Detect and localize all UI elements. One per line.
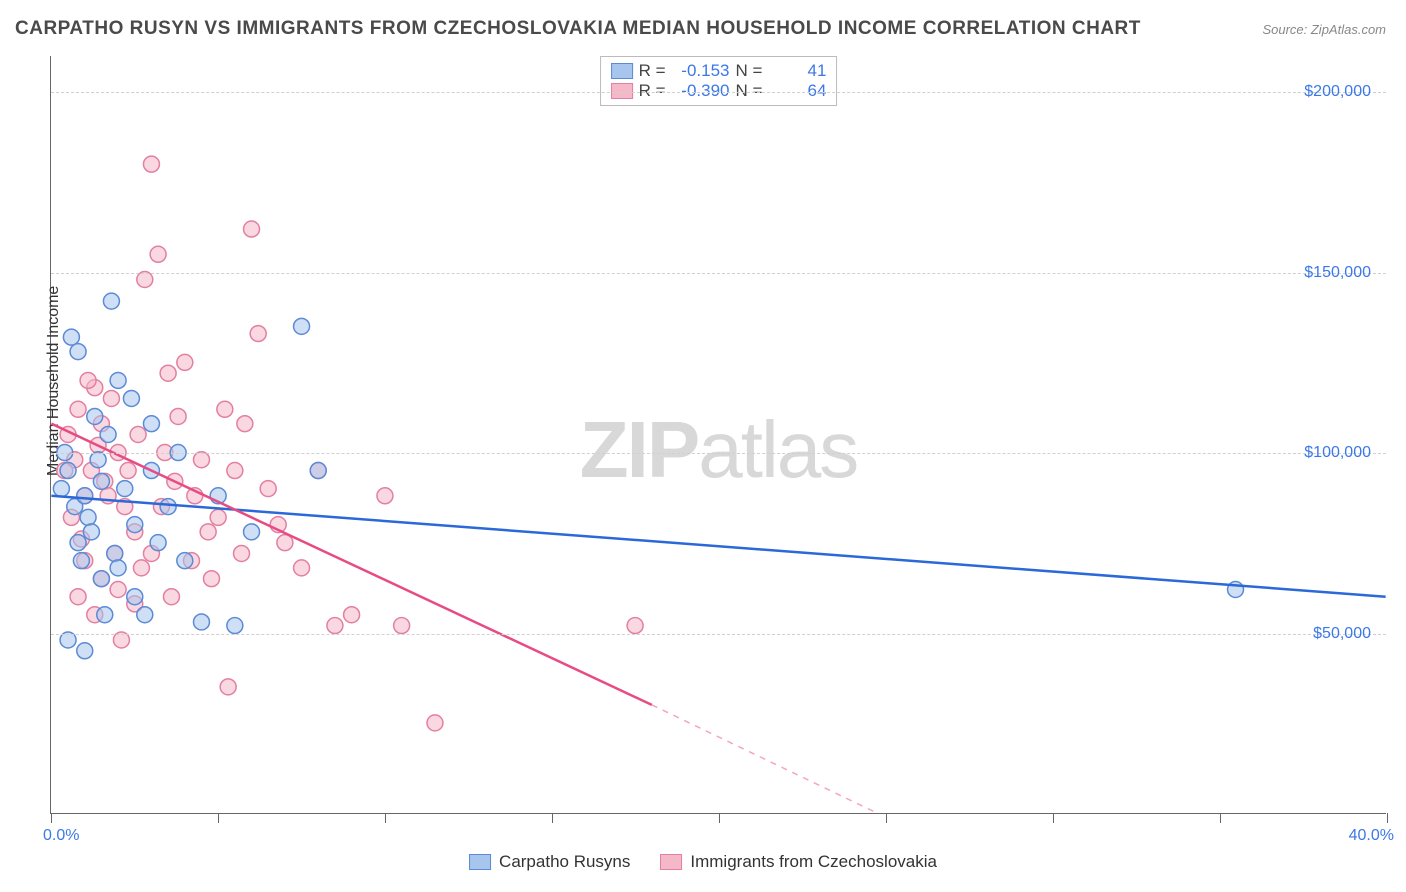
watermark: ZIPatlas — [580, 404, 857, 496]
x-label-left: 0.0% — [43, 827, 79, 845]
n-label-2: N = — [736, 81, 763, 101]
corr-row-2: R = -0.390 N = 64 — [611, 81, 827, 101]
r-label-2: R = — [639, 81, 666, 101]
legend-swatch-blue — [469, 854, 491, 870]
correlation-box: R = -0.153 N = 41 R = -0.390 N = 64 — [600, 56, 838, 106]
swatch-blue — [611, 63, 633, 79]
n-value-2: 64 — [768, 81, 826, 101]
watermark-bold: ZIP — [580, 405, 698, 494]
r-label-1: R = — [639, 61, 666, 81]
n-value-1: 41 — [768, 61, 826, 81]
r-value-2: -0.390 — [672, 81, 730, 101]
y-tick-label: $200,000 — [1304, 83, 1371, 101]
legend-item-pink: Immigrants from Czechoslovakia — [660, 852, 937, 872]
chart-title: CARPATHO RUSYN VS IMMIGRANTS FROM CZECHO… — [15, 18, 1141, 40]
swatch-pink — [611, 83, 633, 99]
source-attribution: Source: ZipAtlas.com — [1262, 22, 1386, 37]
n-label-1: N = — [736, 61, 763, 81]
plot-area: Median Household Income ZIPatlas R = -0.… — [50, 56, 1386, 814]
watermark-light: atlas — [698, 405, 857, 494]
legend-swatch-pink — [660, 854, 682, 870]
plot-svg — [51, 56, 1386, 813]
legend-item-blue: Carpatho Rusyns — [469, 852, 630, 872]
legend-label-2: Immigrants from Czechoslovakia — [690, 852, 937, 872]
bottom-legend: Carpatho Rusyns Immigrants from Czechosl… — [469, 852, 937, 872]
y-tick-label: $100,000 — [1304, 444, 1371, 462]
r-value-1: -0.153 — [672, 61, 730, 81]
y-tick-label: $150,000 — [1304, 264, 1371, 282]
y-axis-label: Median Household Income — [45, 286, 63, 476]
y-tick-label: $50,000 — [1313, 625, 1371, 643]
legend-label-1: Carpatho Rusyns — [499, 852, 630, 872]
corr-row-1: R = -0.153 N = 41 — [611, 61, 827, 81]
x-label-right: 40.0% — [1349, 827, 1394, 845]
